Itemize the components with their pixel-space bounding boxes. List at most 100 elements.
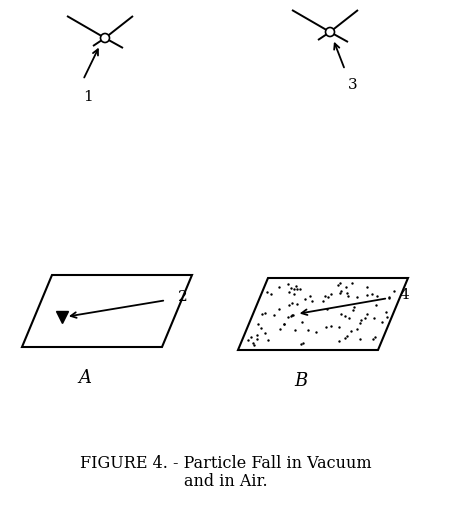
Point [299,339,306,347]
Point [343,332,350,340]
Point [261,329,268,337]
Point [335,337,342,345]
Point [356,319,363,327]
Point [334,281,341,289]
Point [370,333,377,341]
Text: B: B [294,372,307,390]
Point [349,306,356,314]
Point [336,279,343,287]
Point [337,287,344,295]
Point [336,310,344,318]
Point [253,331,260,339]
Text: 4: 4 [399,288,409,302]
Point [267,289,275,298]
Point [344,314,351,322]
Polygon shape [22,275,192,347]
Point [350,303,357,311]
Point [244,336,251,345]
Point [270,311,277,319]
Text: 3: 3 [347,78,357,92]
Point [276,324,284,333]
Polygon shape [238,278,407,350]
Point [335,323,342,332]
Point [385,294,392,302]
Point [280,320,287,329]
Point [356,316,364,324]
Point [254,320,262,329]
Point [347,279,354,287]
Point [287,312,294,320]
Point [372,301,379,309]
Point [336,289,343,297]
Point [283,313,290,321]
Point [290,325,298,334]
Point [342,283,349,291]
Point [355,335,363,344]
Point [381,308,388,316]
Point [275,305,282,314]
Point [377,318,385,326]
Circle shape [325,27,334,37]
Point [263,288,270,296]
Point [323,294,331,302]
Point [363,290,370,299]
Text: 1: 1 [83,90,92,104]
Point [264,335,271,344]
Point [253,335,260,344]
Point [352,324,359,333]
Point [304,326,311,334]
Point [249,338,256,347]
Point [261,309,268,317]
Point [287,284,295,293]
Point [297,318,304,327]
Point [250,341,257,349]
Point [318,297,326,305]
Point [322,305,330,314]
Point [373,291,380,300]
Point [363,283,370,291]
Point [327,322,334,331]
Point [346,327,354,335]
Point [288,311,295,319]
Text: FIGURE 4. - Particle Fall in Vacuum: FIGURE 4. - Particle Fall in Vacuum [80,455,371,472]
Point [322,323,329,331]
Point [258,310,265,318]
Point [321,293,328,301]
Point [293,300,300,308]
Point [290,290,297,298]
Point [308,297,315,305]
Point [385,293,392,301]
Point [296,285,303,294]
Point [340,312,347,320]
Point [288,299,295,307]
Point [289,285,296,293]
Point [326,290,333,298]
Point [342,289,350,297]
Point [353,293,360,301]
Text: and in Air.: and in Air. [184,473,267,490]
Text: 2: 2 [178,290,187,304]
Point [301,295,308,303]
Point [370,314,377,322]
Point [305,292,313,300]
Point [285,301,292,310]
Point [389,287,396,295]
Point [289,311,296,319]
Point [297,340,304,348]
Point [280,320,287,329]
Point [368,335,376,344]
Point [382,313,389,321]
Point [312,328,319,336]
Point [368,290,375,298]
Point [363,310,370,318]
Point [293,285,300,294]
Point [340,334,347,342]
Point [247,333,254,341]
Point [361,314,368,322]
Point [275,283,282,291]
Circle shape [100,33,109,43]
Text: A: A [78,369,91,387]
Point [257,323,264,332]
Point [284,280,291,288]
Point [285,288,292,297]
